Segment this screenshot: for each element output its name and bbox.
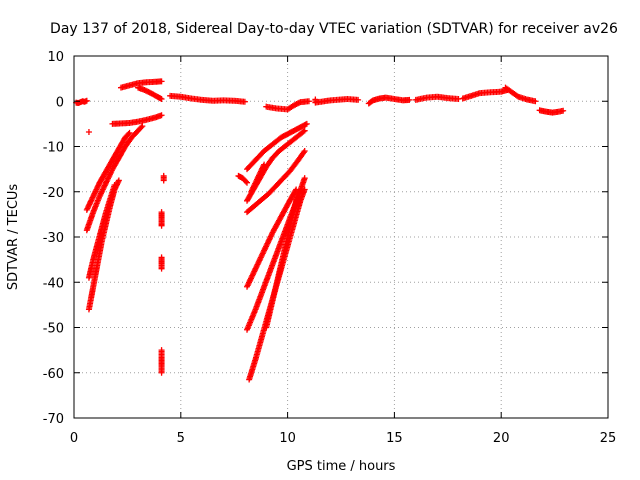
- data-point: [261, 161, 268, 168]
- y-tick-label: -50: [43, 322, 64, 337]
- chart-title: Day 137 of 2018, Sidereal Day-to-day VTE…: [50, 21, 618, 37]
- y-tick-label: -30: [43, 231, 64, 246]
- data-point: [242, 178, 249, 185]
- data-point: [158, 265, 165, 272]
- x-tick-label: 20: [493, 431, 510, 446]
- series: [158, 254, 165, 272]
- series: [83, 123, 146, 234]
- series: [244, 127, 308, 204]
- data-point: [158, 222, 165, 229]
- data-point: [139, 123, 146, 130]
- x-tick-label: 0: [70, 431, 78, 446]
- data-point: [158, 95, 165, 102]
- series: [158, 347, 165, 376]
- data-point: [125, 131, 132, 138]
- data-point: [85, 129, 92, 136]
- data-point: [300, 128, 307, 135]
- data-point: [301, 127, 308, 134]
- series: [160, 172, 167, 184]
- series: [365, 94, 413, 107]
- data-point: [301, 186, 308, 193]
- series: [109, 112, 165, 127]
- data-point: [295, 188, 302, 195]
- data-point: [301, 148, 308, 155]
- y-tick-label: -60: [43, 367, 64, 382]
- data-point: [532, 98, 539, 105]
- y-tick-label: -40: [43, 276, 64, 291]
- series: [117, 78, 165, 91]
- y-tick-label: -10: [43, 141, 64, 156]
- series: [167, 92, 248, 105]
- data-point: [158, 112, 165, 119]
- data-point: [158, 78, 165, 85]
- x-tick-label: 15: [386, 431, 403, 446]
- data-point: [126, 129, 133, 136]
- data-point: [138, 124, 145, 131]
- data-point: [241, 98, 248, 105]
- data-point: [301, 175, 308, 182]
- x-tick-label: 10: [279, 431, 296, 446]
- series: [235, 172, 251, 186]
- series: [536, 107, 567, 116]
- series: [502, 84, 539, 105]
- data-point: [83, 97, 90, 104]
- series: [312, 95, 362, 106]
- y-tick-label: -20: [43, 186, 64, 201]
- data-point: [305, 98, 312, 105]
- y-axis-label: SDTVAR / TECUs: [6, 184, 21, 291]
- axis-ticks: 0 5 10 15 20 25 10 0 -10 -20 -30 -40 -50 -60 -70: [43, 50, 617, 446]
- y-tick-label: 0: [56, 95, 64, 110]
- series: [248, 161, 268, 195]
- series: [244, 186, 300, 290]
- series: [135, 84, 165, 102]
- data-point: [300, 149, 307, 156]
- series: [244, 120, 310, 173]
- series: [85, 129, 92, 136]
- y-tick-label: 10: [47, 50, 64, 65]
- data-point: [303, 120, 310, 127]
- data-point: [115, 177, 122, 184]
- x-tick-label: 5: [177, 431, 185, 446]
- data-point: [158, 369, 165, 376]
- data-point: [160, 177, 167, 184]
- x-axis-label: GPS time / hours: [287, 459, 396, 474]
- series: [244, 148, 308, 216]
- series: [412, 93, 462, 103]
- x-tick-label: 25: [600, 431, 617, 446]
- data-point: [355, 96, 362, 103]
- data-points: [73, 78, 567, 383]
- data-point: [406, 96, 413, 103]
- series: [158, 209, 165, 229]
- y-tick-label: -70: [43, 412, 64, 427]
- data-point: [560, 107, 567, 114]
- series: [263, 98, 312, 113]
- data-point: [244, 179, 251, 186]
- series: [85, 181, 118, 281]
- series: [263, 188, 302, 331]
- series: [85, 177, 122, 313]
